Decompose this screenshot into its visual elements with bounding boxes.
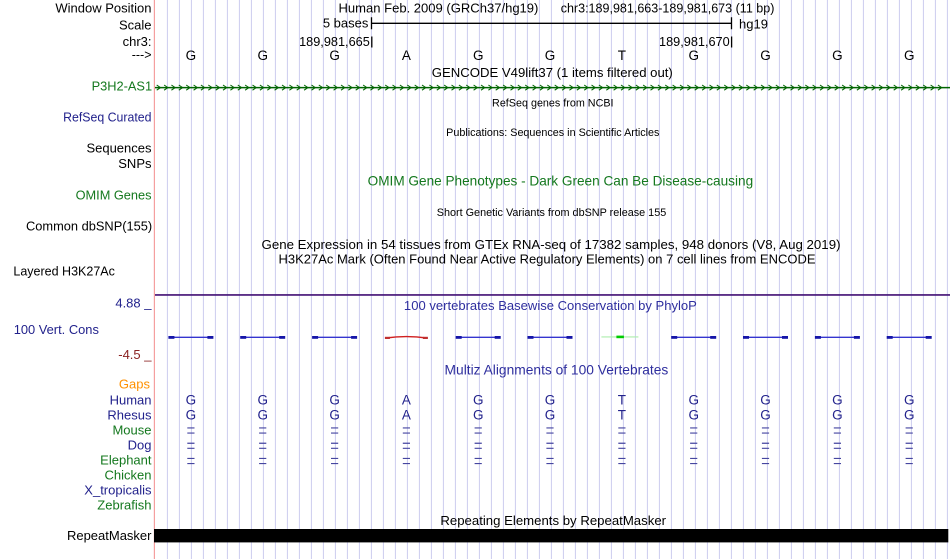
svg-text:189,981,670: 189,981,670 <box>659 34 730 49</box>
svg-text:GENCODE V49lift37 (1 items fil: GENCODE V49lift37 (1 items filtered out) <box>432 65 673 80</box>
svg-text:G: G <box>257 48 268 63</box>
svg-text:Chicken: Chicken <box>105 468 152 483</box>
svg-text:RefSeq Curated: RefSeq Curated <box>63 110 151 124</box>
svg-text:chr3:189,981,663-189,981,673 (: chr3:189,981,663-189,981,673 (11 bp) <box>561 1 775 15</box>
svg-text:SNPs: SNPs <box>118 156 152 171</box>
svg-text:Zebrafish: Zebrafish <box>97 498 151 513</box>
svg-text:Repeating Elements by RepeatMa: Repeating Elements by RepeatMasker <box>440 513 666 528</box>
svg-text:G: G <box>688 392 699 407</box>
svg-text:G: G <box>545 48 556 63</box>
svg-text:Gaps: Gaps <box>119 377 151 392</box>
svg-text:Human: Human <box>110 392 152 407</box>
svg-text:G: G <box>904 407 915 422</box>
svg-text:G: G <box>186 407 197 422</box>
svg-text:X_tropicalis: X_tropicalis <box>84 483 152 498</box>
svg-text:A: A <box>402 392 411 407</box>
svg-text:Short Genetic Variants from db: Short Genetic Variants from dbSNP releas… <box>437 207 667 219</box>
svg-text:Scale: Scale <box>119 17 152 32</box>
svg-text:hg19: hg19 <box>739 16 768 31</box>
svg-text:100 Vert. Cons: 100 Vert. Cons <box>14 322 100 337</box>
svg-text:G: G <box>545 407 556 422</box>
svg-text:T: T <box>618 48 626 63</box>
svg-text:G: G <box>760 48 771 63</box>
svg-text:G: G <box>329 407 340 422</box>
svg-text:G: G <box>688 407 699 422</box>
svg-text:G: G <box>760 407 771 422</box>
svg-text:Gene Expression in 54 tissues: Gene Expression in 54 tissues from GTEx … <box>262 237 841 252</box>
svg-text:T: T <box>618 407 626 422</box>
svg-text:Rhesus: Rhesus <box>107 407 152 422</box>
svg-text:Elephant: Elephant <box>100 453 152 468</box>
svg-text:Dog: Dog <box>128 437 152 452</box>
svg-text:100 vertebrates Basewise Conse: 100 vertebrates Basewise Conservation by… <box>404 298 697 313</box>
svg-text:A: A <box>402 407 411 422</box>
svg-text:G: G <box>832 392 843 407</box>
svg-text:G: G <box>688 48 699 63</box>
svg-text:G: G <box>186 48 197 63</box>
svg-text:G: G <box>760 392 771 407</box>
svg-text:G: G <box>473 407 484 422</box>
svg-text:G: G <box>329 392 340 407</box>
svg-text:G: G <box>904 392 915 407</box>
svg-text:G: G <box>832 407 843 422</box>
svg-text:G: G <box>329 48 340 63</box>
svg-text:G: G <box>257 392 268 407</box>
svg-text:189,981,665: 189,981,665 <box>299 34 370 49</box>
svg-text:-4.5 _: -4.5 _ <box>118 347 152 362</box>
svg-text:G: G <box>186 392 197 407</box>
svg-text:Multiz Alignments of 100 Verte: Multiz Alignments of 100 Vertebrates <box>445 362 669 377</box>
svg-text:T: T <box>618 392 626 407</box>
svg-text:RefSeq genes from NCBI: RefSeq genes from NCBI <box>492 97 614 109</box>
svg-text:Publications: Sequences in Sci: Publications: Sequences in Scientific Ar… <box>446 127 660 139</box>
svg-text:G: G <box>473 48 484 63</box>
svg-text:4.88 _: 4.88 _ <box>115 296 152 311</box>
svg-text:G: G <box>473 392 484 407</box>
svg-text:--->: ---> <box>132 48 152 62</box>
svg-text:5 bases: 5 bases <box>323 15 369 30</box>
svg-text:Mouse: Mouse <box>112 422 151 437</box>
svg-text:Window Position: Window Position <box>55 0 151 15</box>
svg-text:OMIM Gene Phenotypes - Dark Gr: OMIM Gene Phenotypes - Dark Green Can Be… <box>368 174 754 189</box>
svg-text:G: G <box>257 407 268 422</box>
svg-text:RepeatMasker: RepeatMasker <box>67 528 152 543</box>
svg-text:chr3:: chr3: <box>123 34 152 49</box>
svg-text:P3H2-AS1: P3H2-AS1 <box>92 79 153 94</box>
svg-text:Common dbSNP(155): Common dbSNP(155) <box>26 219 152 234</box>
svg-text:G: G <box>545 392 556 407</box>
svg-text:G: G <box>904 48 915 63</box>
svg-text:OMIM Genes: OMIM Genes <box>76 188 152 203</box>
svg-text:H3K27Ac Mark (Often Found Near: H3K27Ac Mark (Often Found Near Active Re… <box>279 251 816 266</box>
svg-text:Human Feb. 2009 (GRCh37/hg19): Human Feb. 2009 (GRCh37/hg19) <box>339 0 539 15</box>
svg-text:Layered H3K27Ac: Layered H3K27Ac <box>13 265 115 279</box>
svg-text:A: A <box>402 48 411 63</box>
svg-text:Sequences: Sequences <box>86 141 152 156</box>
svg-text:G: G <box>832 48 843 63</box>
